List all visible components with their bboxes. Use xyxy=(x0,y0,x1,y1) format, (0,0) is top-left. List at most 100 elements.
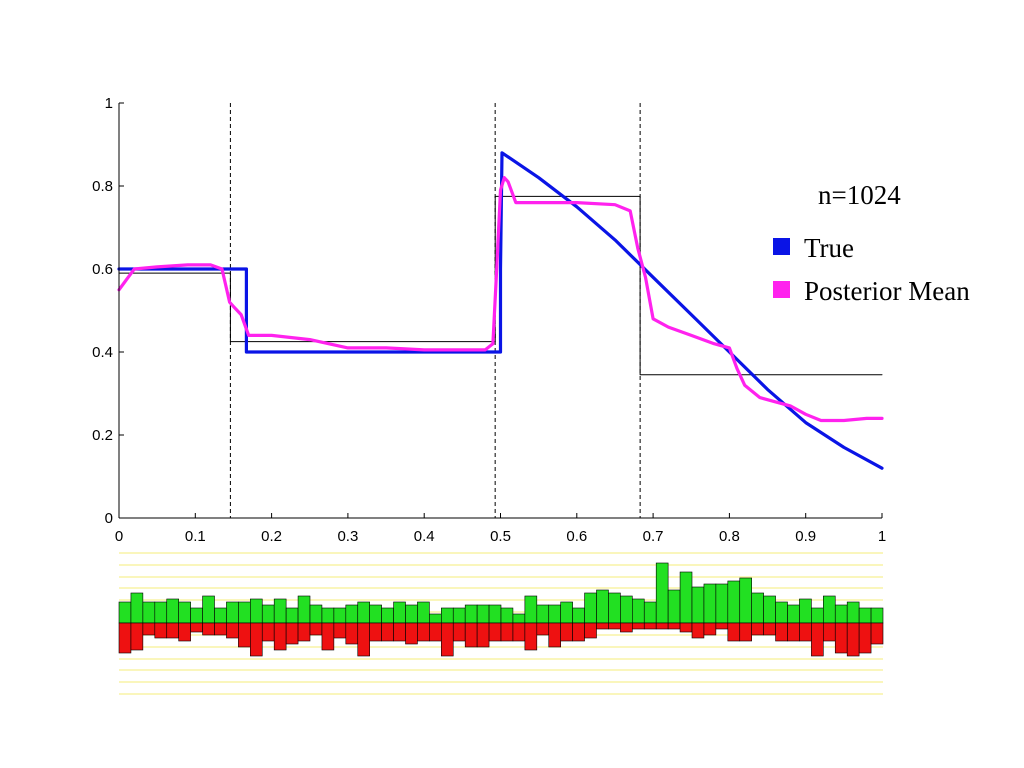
positive-bar xyxy=(452,607,466,624)
negative-bar xyxy=(190,622,203,633)
negative-bar xyxy=(178,622,191,642)
negative-bar xyxy=(250,622,263,657)
positive-bar xyxy=(381,607,394,624)
positive-bar xyxy=(166,598,179,624)
positive-bar xyxy=(799,598,812,624)
positive-bar xyxy=(405,604,418,624)
positive-bar xyxy=(118,601,132,624)
positive-bar xyxy=(417,601,430,624)
negative-bar xyxy=(751,622,764,636)
legend-label-posterior-mean: Posterior Mean xyxy=(804,276,970,306)
negative-bar xyxy=(333,622,347,639)
negative-bar xyxy=(500,622,514,642)
positive-bar xyxy=(190,607,203,624)
positive-bar xyxy=(130,592,144,624)
negative-bar xyxy=(560,622,573,642)
main-plot: 0 0.1 0.2 0.3 0.4 0.5 0.6 0.7 0.8 0.9 1 0 0.2 0.4 0.6 0… xyxy=(92,95,886,545)
negative-bar xyxy=(846,622,860,657)
positive-bar xyxy=(763,595,776,624)
positive-bar xyxy=(333,607,347,624)
sample-size-annotation: n=1024 xyxy=(818,180,901,210)
negative-bar xyxy=(130,622,144,651)
positive-bar xyxy=(202,595,215,624)
positive-bar xyxy=(226,601,239,624)
positive-bar xyxy=(584,592,597,624)
posterior-mean-line xyxy=(117,176,884,423)
negative-bar xyxy=(739,622,752,642)
positive-bar xyxy=(727,580,741,624)
y-tick-label: 0.4 xyxy=(92,344,113,361)
positive-bar xyxy=(775,601,788,624)
negative-bar xyxy=(763,622,776,636)
negative-bar xyxy=(596,622,609,630)
positive-bar xyxy=(870,607,884,624)
negative-bar xyxy=(703,622,717,636)
negative-bar xyxy=(715,622,729,630)
negative-bar xyxy=(524,622,538,651)
positive-bar xyxy=(655,562,669,624)
positive-bar xyxy=(512,613,526,624)
legend: True Posterior Mean xyxy=(773,233,970,306)
positive-bar xyxy=(715,583,729,624)
positive-bar xyxy=(751,592,764,624)
negative-bar xyxy=(285,622,299,645)
negative-bar xyxy=(273,622,287,651)
residual-bar-panel xyxy=(118,552,884,695)
positive-bar xyxy=(297,595,311,624)
negative-bar xyxy=(142,622,156,636)
negative-bar xyxy=(345,622,359,645)
negative-bar xyxy=(775,622,788,642)
positive-bar xyxy=(285,607,299,624)
positive-bar xyxy=(154,601,168,624)
positive-bar xyxy=(536,604,550,624)
positive-bar xyxy=(703,583,717,624)
negative-bar xyxy=(417,622,430,642)
negative-bar xyxy=(321,622,335,651)
positive-bar xyxy=(548,604,561,624)
positive-bar xyxy=(476,604,490,624)
negative-bar xyxy=(118,622,132,654)
x-tick-label: 0.7 xyxy=(643,528,664,545)
positive-bar xyxy=(273,598,287,624)
positive-bar xyxy=(858,607,872,624)
positive-bar xyxy=(345,604,359,624)
negative-bar xyxy=(226,622,239,639)
positive-bar xyxy=(632,598,645,624)
positive-bar xyxy=(679,571,693,624)
negative-bar xyxy=(620,622,633,633)
negative-bar xyxy=(381,622,394,642)
negative-bar xyxy=(834,622,848,654)
negative-bar xyxy=(369,622,382,642)
positive-bar xyxy=(369,604,382,624)
positive-bar xyxy=(823,595,836,624)
y-tick-label: 0.8 xyxy=(92,178,113,195)
negative-bar xyxy=(452,622,466,642)
x-tick-label: 0.9 xyxy=(795,528,816,545)
positive-bar xyxy=(261,604,275,624)
x-tick-label: 1 xyxy=(878,528,886,545)
negative-bar xyxy=(214,622,227,636)
positive-bar xyxy=(214,607,227,624)
negative-bar xyxy=(429,622,442,642)
x-tick-label: 0.4 xyxy=(414,528,435,545)
y-tick-label: 0.6 xyxy=(92,261,113,278)
change-point-lines xyxy=(229,103,641,518)
negative-bar xyxy=(811,622,824,657)
negative-bar xyxy=(309,622,323,636)
negative-bar xyxy=(787,622,800,642)
positive-bar xyxy=(464,604,478,624)
axis-ticks: 0 0.1 0.2 0.3 0.4 0.5 0.6 0.7 0.8 0.9 1 0 0.2 0.4 0.6 0… xyxy=(92,95,886,545)
negative-bar xyxy=(584,622,597,639)
positive-bar xyxy=(500,607,514,624)
negative-bar xyxy=(488,622,502,642)
positive-bar xyxy=(608,592,621,624)
negative-bar xyxy=(632,622,645,630)
negative-bar xyxy=(691,622,705,639)
positive-bar xyxy=(643,601,657,624)
posterior-mean-series xyxy=(117,176,884,423)
positive-bar xyxy=(238,601,251,624)
negative-bar xyxy=(870,622,884,645)
positive-bar xyxy=(250,598,263,624)
legend-label-true: True xyxy=(804,233,854,263)
